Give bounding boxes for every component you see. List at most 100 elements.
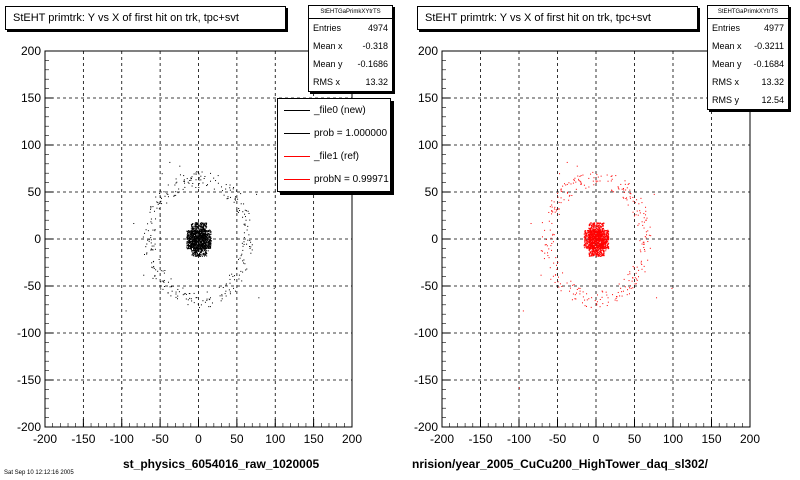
- scatter-point: [201, 253, 203, 255]
- scatter-point: [162, 288, 164, 290]
- scatter-point: [240, 193, 242, 195]
- scatter-point: [587, 244, 589, 246]
- scatter-point: [193, 242, 195, 244]
- right-scatter-plot: -200 -150 -100 -50 0 50 100 150 200200150100500-…: [414, 44, 760, 446]
- legend-box: _file0 (new) prob = 1.000000 _file1 (ref…: [277, 98, 391, 192]
- scatter-point: [196, 238, 198, 240]
- scatter-point: [610, 175, 612, 177]
- scatter-point: [205, 237, 207, 239]
- scatter-point: [544, 244, 546, 246]
- scatter-point: [595, 239, 597, 241]
- scatter-point: [591, 244, 593, 246]
- scatter-point: [591, 255, 593, 257]
- scatter-point: [202, 246, 204, 248]
- scatter-point: [154, 275, 156, 277]
- scatter-point: [207, 238, 209, 240]
- scatter-point: [243, 262, 245, 264]
- scatter-point: [205, 248, 207, 250]
- scatter-point: [561, 190, 563, 192]
- scatter-point: [157, 203, 159, 205]
- scatter-point: [615, 175, 617, 177]
- scatter-point: [160, 197, 162, 199]
- scatter-point: [178, 291, 180, 293]
- scatter-point: [205, 250, 207, 252]
- scatter-point: [593, 239, 595, 241]
- scatter-point: [174, 184, 176, 186]
- scatter-point: [575, 181, 577, 183]
- scatter-point: [596, 236, 598, 238]
- scatter-point: [643, 213, 645, 215]
- scatter-point: [588, 235, 590, 237]
- scatter-point: [598, 255, 600, 257]
- scatter-point: [596, 255, 598, 257]
- scatter-point: [589, 235, 591, 237]
- scatter-point: [188, 245, 190, 247]
- scatter-point: [607, 244, 609, 246]
- scatter-point: [603, 251, 605, 253]
- scatter-point: [594, 240, 596, 242]
- scatter-point: [603, 241, 605, 243]
- scatter-point: [190, 236, 192, 238]
- scatter-point: [205, 253, 207, 255]
- scatter-point: [601, 239, 603, 241]
- scatter-point: [593, 249, 595, 251]
- scatter-point: [643, 243, 645, 245]
- scatter-point: [596, 244, 598, 246]
- scatter-point: [580, 183, 582, 185]
- scatter-point: [241, 280, 243, 282]
- legend-item: _file1 (ref): [278, 145, 390, 168]
- scatter-point: [593, 222, 595, 224]
- scatter-point: [596, 251, 598, 253]
- left-scatter-plot: -200 -150 -100 -50 0 50 100 150 200200150100500-…: [17, 44, 362, 446]
- scatter-point: [186, 246, 188, 248]
- scatter-point: [194, 246, 196, 248]
- scatter-point: [191, 233, 193, 235]
- scatter-point: [540, 274, 542, 276]
- scatter-point: [199, 239, 201, 241]
- scatter-point: [205, 240, 207, 242]
- scatter-point: [194, 252, 196, 254]
- scatter-point: [247, 239, 249, 241]
- scatter-point: [624, 286, 626, 288]
- scatter-point: [560, 202, 562, 204]
- scatter-point: [557, 196, 559, 198]
- scatter-point: [194, 240, 196, 242]
- scatter-point: [594, 241, 596, 243]
- scatter-point: [571, 299, 573, 301]
- scatter-point: [595, 241, 597, 243]
- scatter-point: [193, 245, 195, 247]
- scatter-point: [588, 246, 590, 248]
- scatter-point: [233, 287, 235, 289]
- scatter-point: [601, 290, 603, 292]
- scatter-point: [198, 224, 200, 226]
- scatter-point: [600, 242, 602, 244]
- scatter-point: [184, 182, 186, 184]
- scatter-point: [595, 250, 597, 252]
- scatter-point: [186, 242, 188, 244]
- scatter-point: [600, 226, 602, 228]
- scatter-point: [202, 238, 204, 240]
- scatter-point: [645, 206, 647, 208]
- scatter-point: [604, 247, 606, 249]
- scatter-point: [592, 233, 594, 235]
- scatter-point: [193, 247, 195, 249]
- scatter-point: [605, 234, 607, 236]
- scatter-point: [598, 228, 600, 230]
- scatter-point: [585, 230, 587, 232]
- scatter-point: [596, 245, 598, 247]
- y-tick-label: 50: [28, 185, 42, 199]
- scatter-point: [647, 230, 649, 232]
- scatter-point: [576, 165, 578, 167]
- scatter-point: [588, 236, 590, 238]
- scatter-point: [202, 243, 204, 245]
- scatter-point: [191, 247, 193, 249]
- scatter-point: [604, 244, 606, 246]
- scatter-point: [596, 226, 598, 228]
- scatter-point: [603, 243, 605, 245]
- scatter-point: [144, 232, 146, 234]
- scatter-point: [589, 242, 591, 244]
- scatter-point: [202, 236, 204, 238]
- scatter-point: [221, 298, 223, 300]
- scatter-point: [593, 238, 595, 240]
- scatter-point: [196, 233, 198, 235]
